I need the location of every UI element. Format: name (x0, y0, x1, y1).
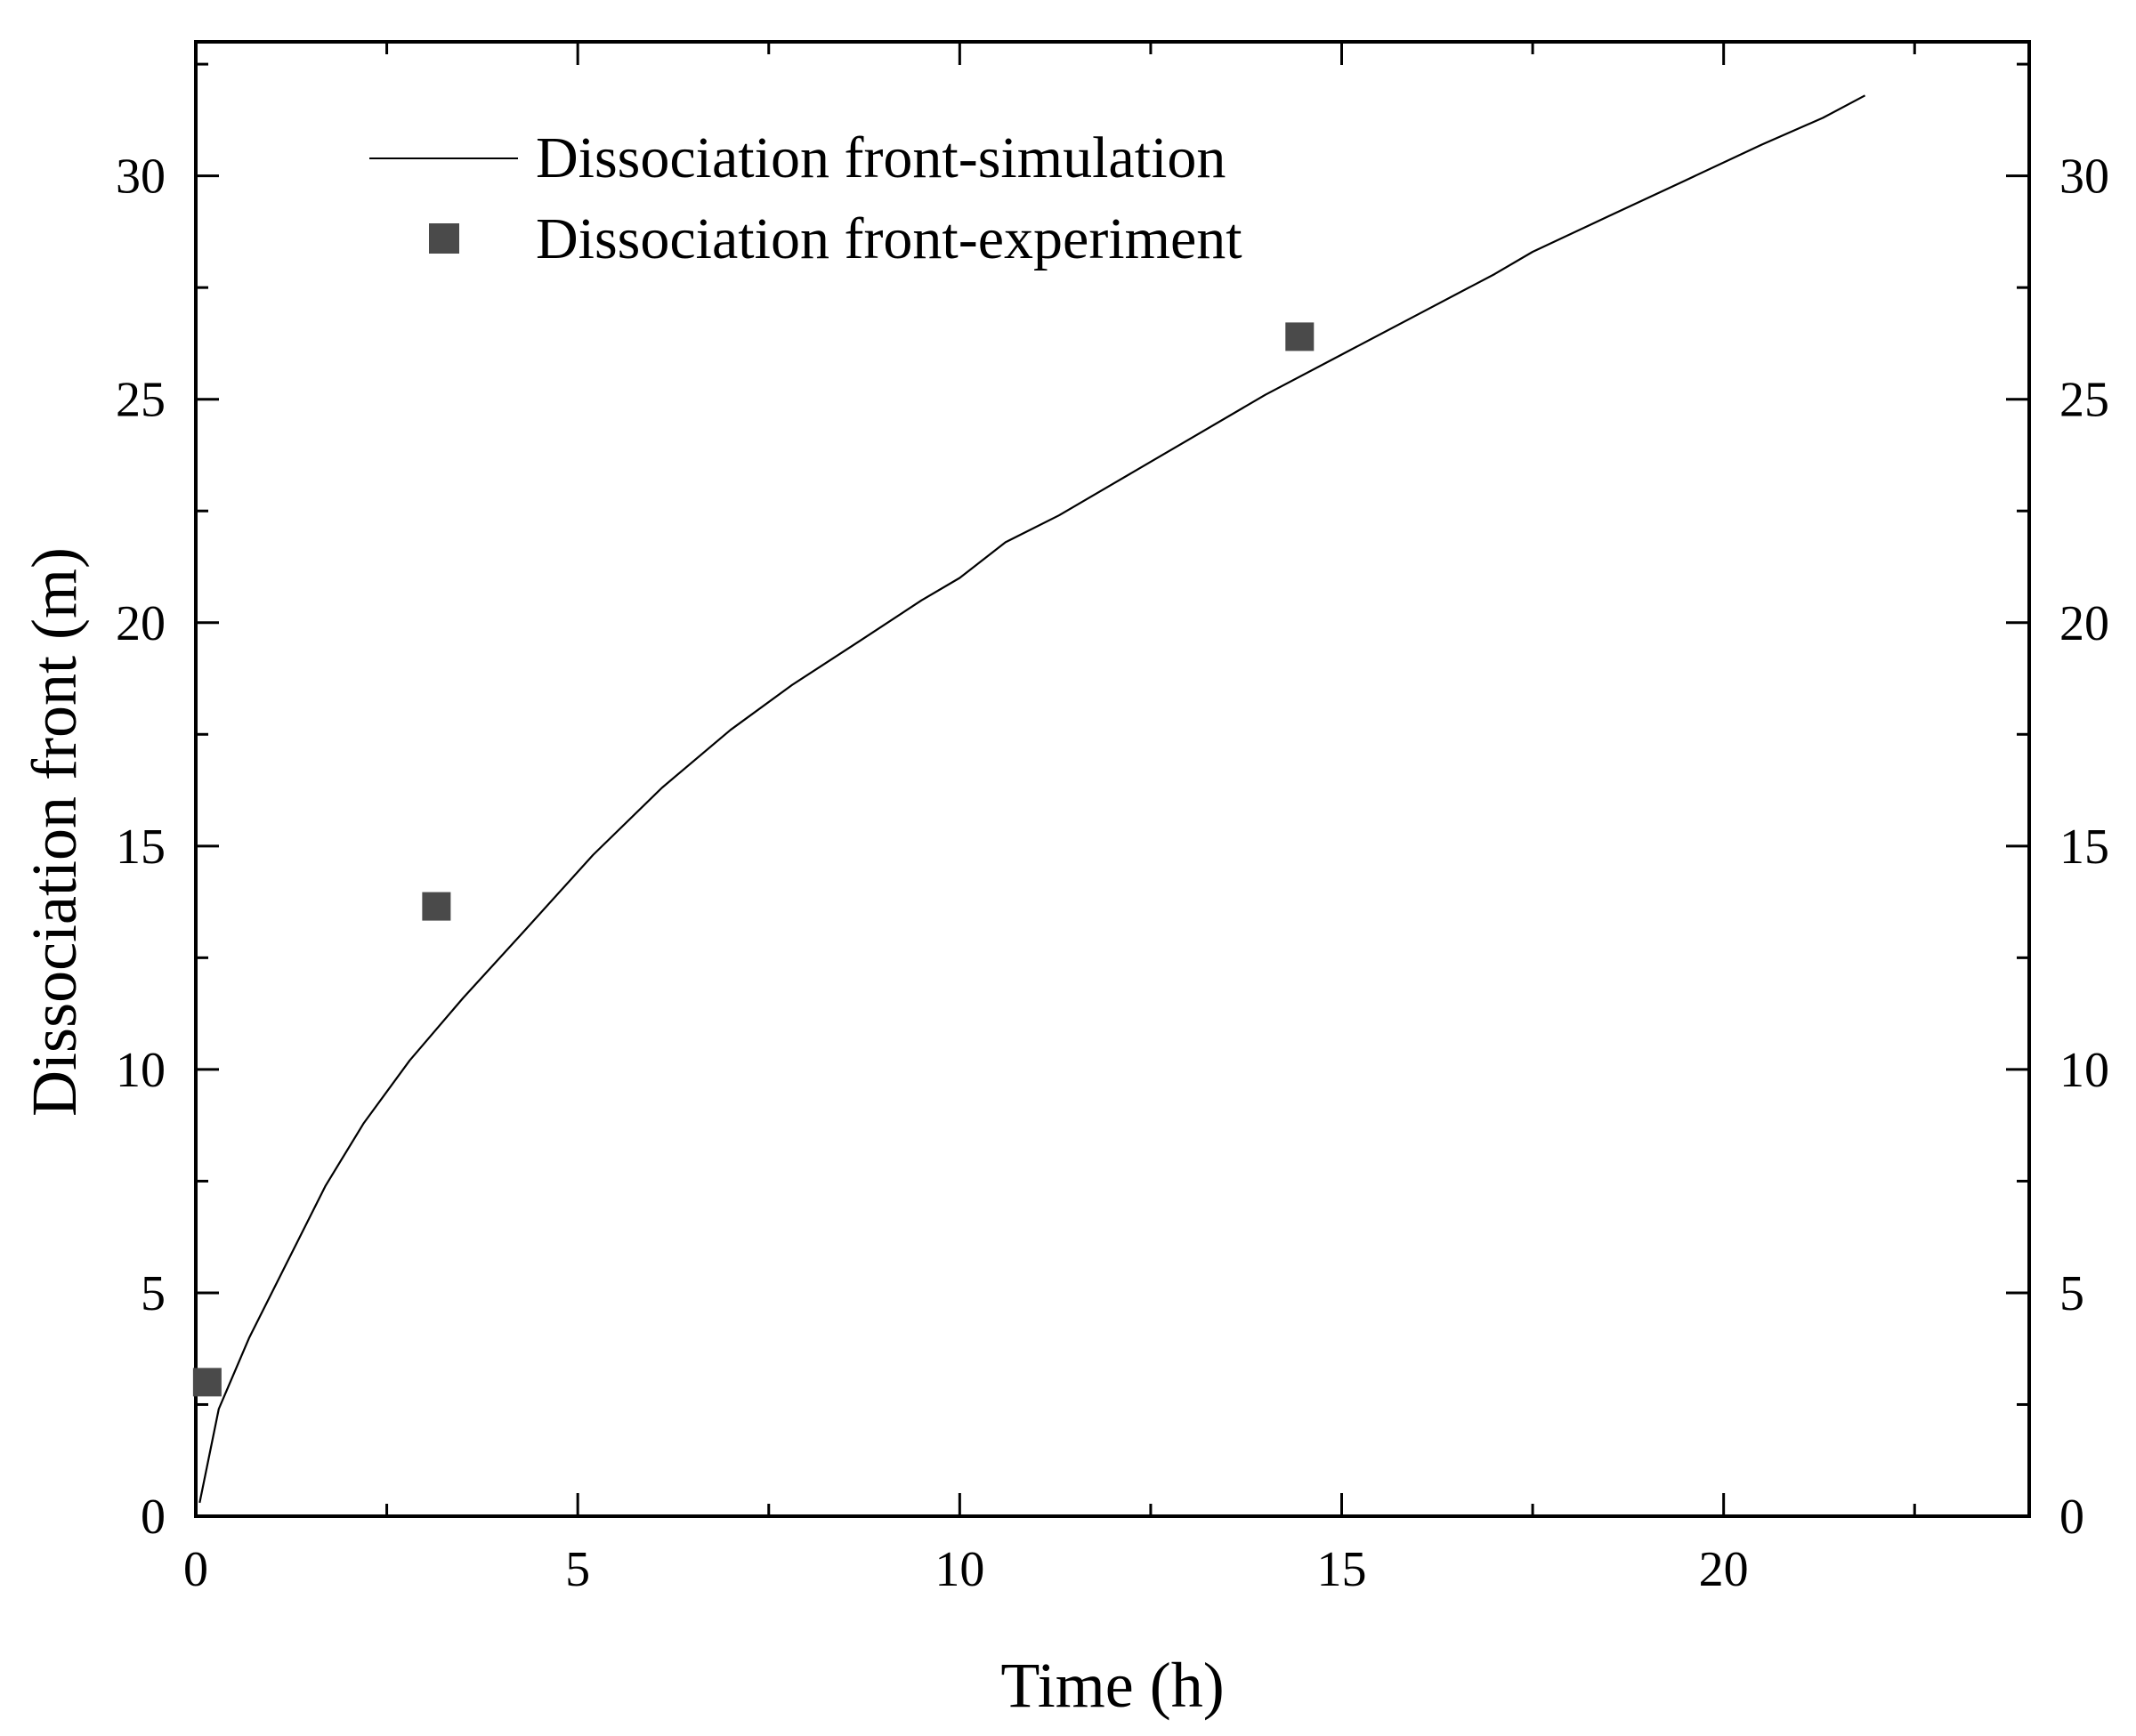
series (192, 94, 1866, 1504)
legend-square-swatch (429, 223, 459, 254)
y-tick-label-left: 25 (116, 373, 166, 428)
plot-frame (194, 40, 2031, 1518)
y-tick-label-right: 20 (2059, 596, 2109, 651)
y-tick-label-right: 15 (2059, 820, 2109, 875)
legend: Dissociation front-simulation Dissociati… (369, 125, 1242, 271)
y-tick-label-right: 5 (2059, 1266, 2084, 1321)
x-tick-label: 20 (1699, 1542, 1749, 1597)
experiment-point (192, 1368, 222, 1397)
y-tick-label-left: 0 (141, 1490, 166, 1545)
x-axis-title: Time (h) (1000, 1650, 1224, 1721)
simulation-line (198, 94, 1866, 1504)
y-tick-label-right: 25 (2059, 373, 2109, 428)
y-tick-label-right: 30 (2059, 149, 2109, 205)
legend-label-simulation: Dissociation front-simulation (536, 125, 1226, 190)
y-tick-label-right: 10 (2059, 1043, 2109, 1098)
axes (194, 40, 2031, 1518)
x-tick-label: 0 (183, 1542, 208, 1597)
experiment-point (1285, 322, 1315, 351)
y-tick-label-left: 15 (116, 820, 166, 875)
x-tick-label: 10 (934, 1542, 984, 1597)
legend-label-experiment: Dissociation front-experiment (536, 206, 1242, 271)
experiment-point (422, 892, 451, 921)
ticks (194, 42, 2029, 1518)
y-tick-label-right: 0 (2059, 1490, 2084, 1545)
x-tick-label: 5 (565, 1542, 590, 1597)
y-tick-label-left: 5 (141, 1266, 166, 1321)
y-tick-label-left: 10 (116, 1043, 166, 1098)
y-axis-title: Dissociation front (m) (19, 547, 90, 1117)
x-tick-label: 15 (1317, 1542, 1367, 1597)
y-tick-label-left: 30 (116, 149, 166, 205)
y-tick-label-left: 20 (116, 596, 166, 651)
